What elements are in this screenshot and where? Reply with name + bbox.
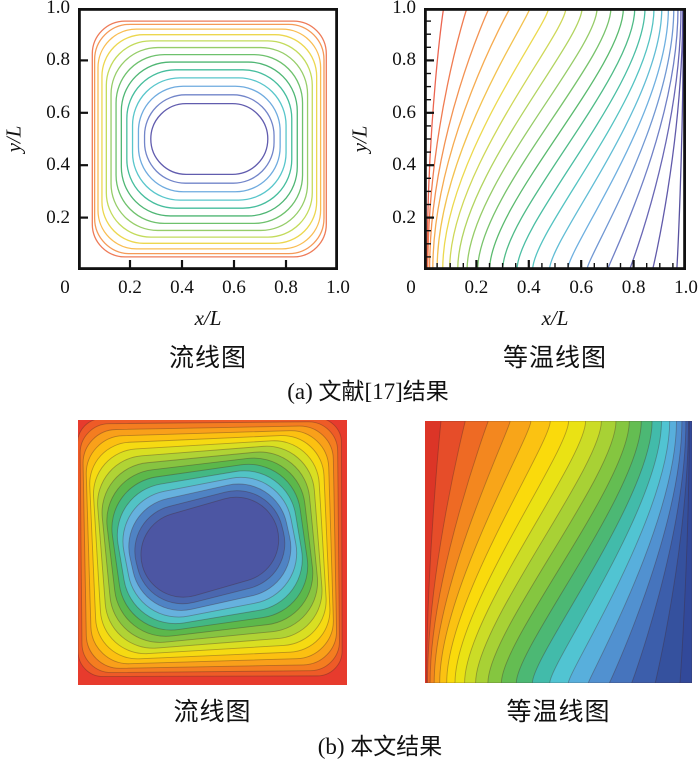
y-tick-label: 1.0 xyxy=(46,0,70,18)
subplot-title-isotherm-b: 等温线图 xyxy=(506,699,611,726)
y-tick-label: 0.4 xyxy=(46,154,70,176)
streamline-filled-contour-plot-b xyxy=(78,420,347,685)
y-axis-label-streamline-a: y/L xyxy=(1,125,26,153)
x-tick-label: 0.2 xyxy=(118,277,142,298)
isotherm-contour-plot-a xyxy=(424,8,686,270)
x-tick-label: 1.0 xyxy=(326,277,350,298)
x-tick-label: 0.4 xyxy=(516,277,541,298)
x-tick-label: 0.8 xyxy=(621,277,646,298)
y-tick-label: 1.0 xyxy=(392,0,416,18)
subplot-title-streamline-a: 流线图 xyxy=(168,345,247,372)
y-tick-label: 0.6 xyxy=(392,101,416,123)
y-tick-label: 0.8 xyxy=(46,49,70,71)
y-tick-label: 0.2 xyxy=(392,206,416,228)
x-tick-label: 0 xyxy=(406,277,416,298)
x-tick-label: 1.0 xyxy=(674,277,698,298)
x-axis-label-streamline-a: x/L xyxy=(194,306,222,330)
y-tick-label: 0.4 xyxy=(392,154,416,176)
x-tick-label: 0 xyxy=(60,277,70,298)
panel-b-caption: (b) 本文结果 xyxy=(317,734,443,759)
subplot-title-streamline-b: 流线图 xyxy=(173,699,252,726)
y-tick-label: 0.8 xyxy=(392,49,416,71)
x-tick-label: 0.4 xyxy=(170,277,194,298)
streamline-contour-plot-a xyxy=(78,8,338,270)
x-tick-label: 0.8 xyxy=(274,277,298,298)
x-tick-label: 0.6 xyxy=(222,277,246,298)
x-tick-label: 0.6 xyxy=(569,277,594,298)
isotherm-filled-contour-plot-b xyxy=(425,421,692,683)
subplot-title-isotherm-a: 等温线图 xyxy=(502,345,607,372)
y-axis-label-isotherm-a: y/L xyxy=(347,125,372,153)
x-tick-label: 0.2 xyxy=(464,277,489,298)
y-tick-label: 0.2 xyxy=(46,206,70,228)
x-axis-label-isotherm-a: x/L xyxy=(541,306,569,330)
y-tick-label: 0.6 xyxy=(46,101,70,123)
panel-a-caption: (a) 文献[17]结果 xyxy=(287,379,449,404)
